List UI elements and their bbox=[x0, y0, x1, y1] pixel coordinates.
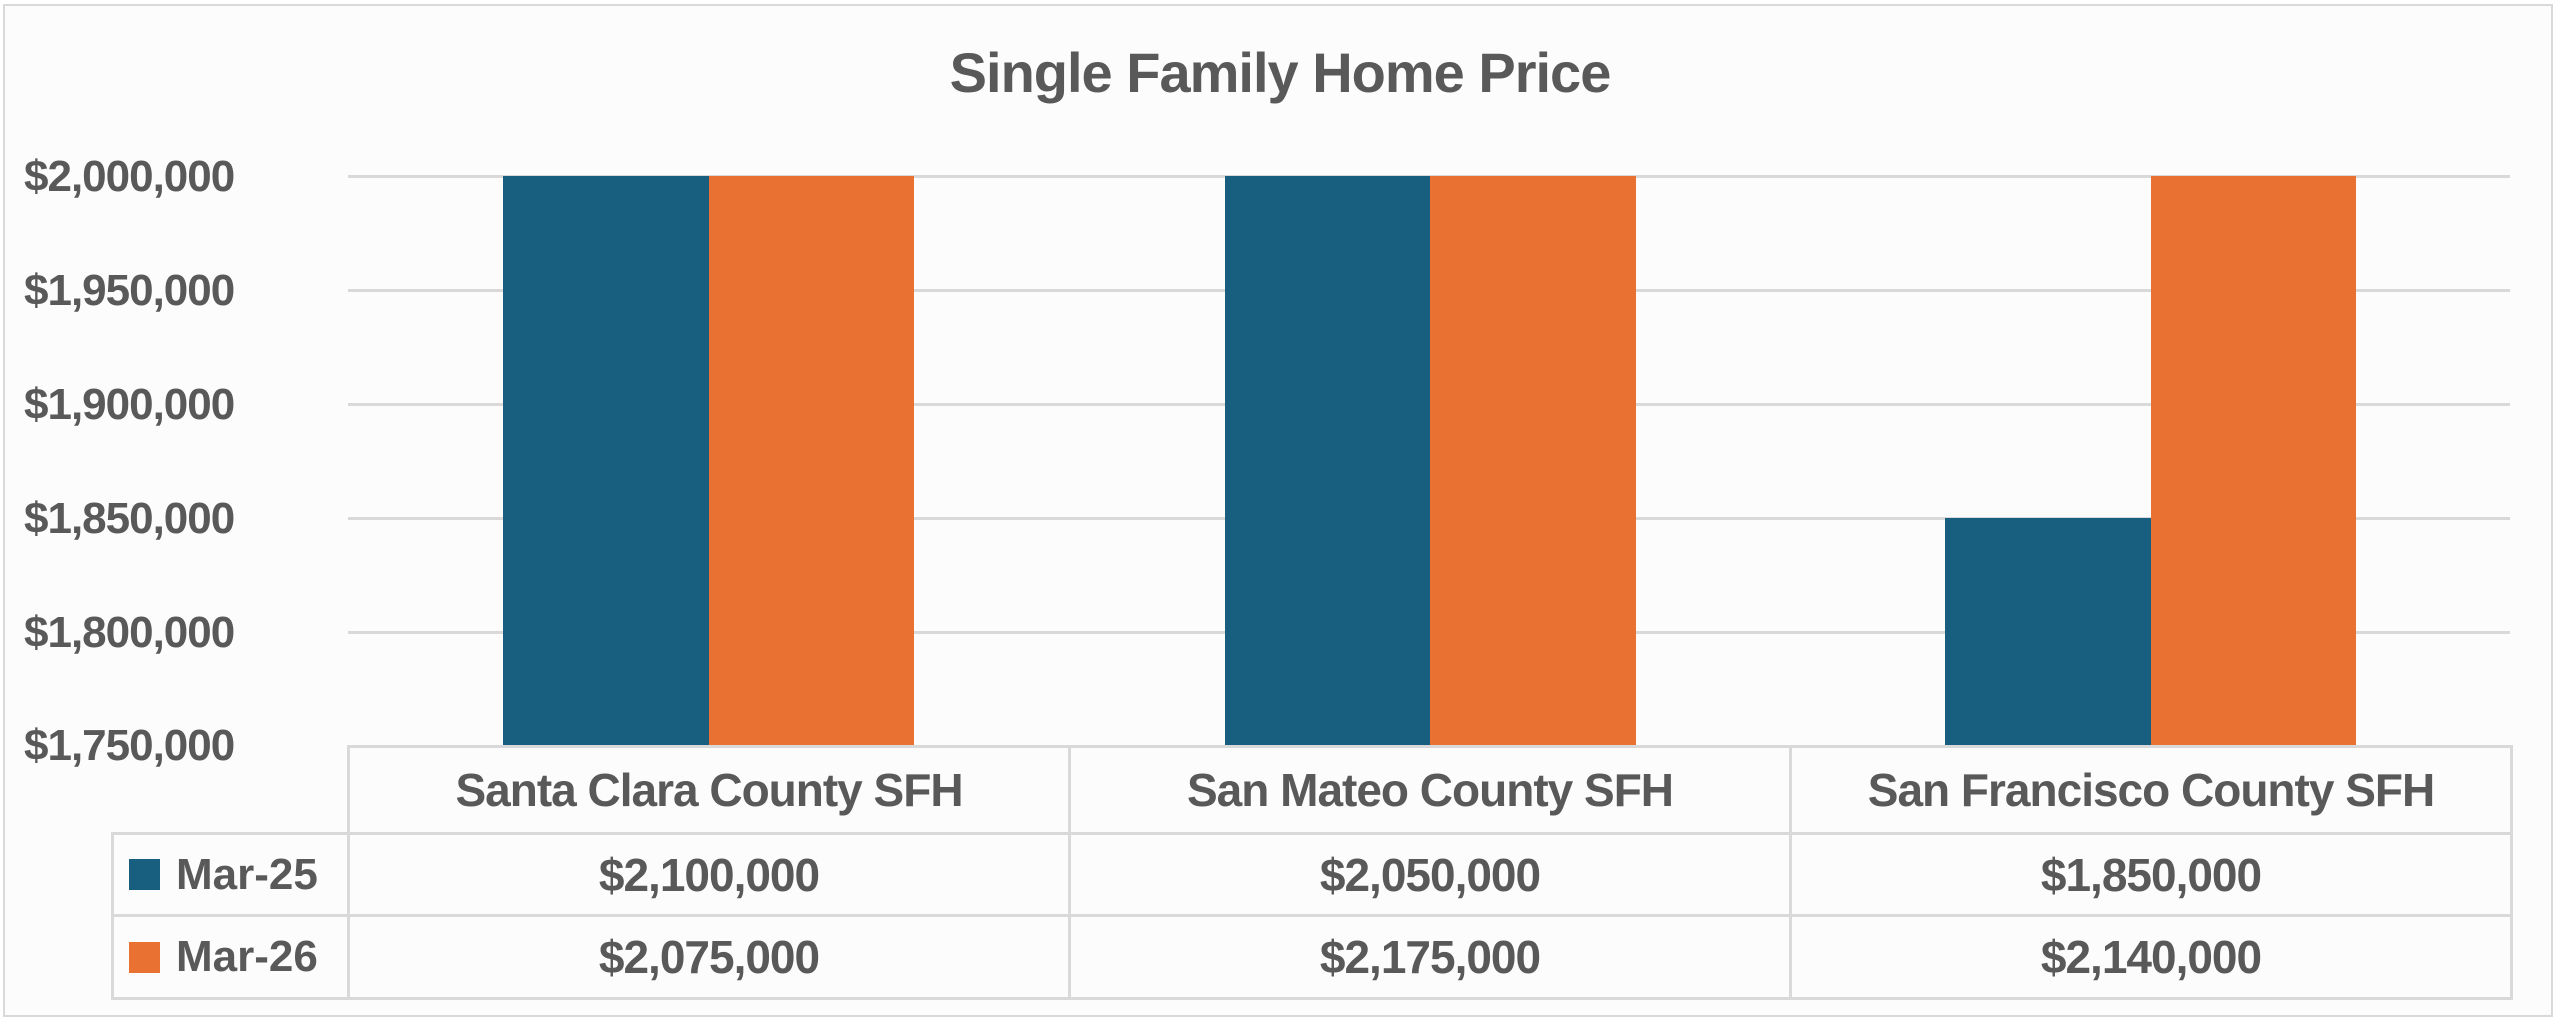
table-border bbox=[111, 832, 2513, 835]
y-tick-label: $1,950,000 bbox=[24, 266, 235, 315]
table-cell: $2,050,000 bbox=[1319, 848, 1541, 901]
table-border bbox=[348, 745, 2513, 748]
legend-swatch-icon bbox=[129, 859, 160, 890]
y-tick-label: $2,000,000 bbox=[24, 152, 235, 201]
bar-san-mateo-mar-26[interactable] bbox=[1430, 176, 1636, 746]
bar-san-francisco-mar-26[interactable] bbox=[2151, 176, 2356, 746]
table-border bbox=[347, 745, 350, 1000]
y-tick-label: $1,900,000 bbox=[24, 380, 235, 429]
table-border bbox=[111, 914, 2513, 917]
chart-title: Single Family Home Price bbox=[949, 41, 1612, 104]
table-border bbox=[1789, 745, 1792, 1000]
table-cell: $2,140,000 bbox=[2040, 931, 2262, 983]
bar-santa-clara-mar-25[interactable] bbox=[503, 176, 709, 746]
category-label: San Francisco County SFH bbox=[1867, 764, 2435, 816]
table-border bbox=[111, 832, 114, 1000]
category-label: Santa Clara County SFH bbox=[455, 764, 963, 816]
legend-label: Mar-26 bbox=[176, 932, 318, 981]
legend-swatch-icon bbox=[129, 941, 160, 973]
category-label: San Mateo County SFH bbox=[1186, 764, 1674, 816]
table-border bbox=[1068, 745, 1071, 1000]
y-tick-label: $1,800,000 bbox=[24, 608, 235, 657]
legend-label: Mar-25 bbox=[176, 849, 318, 899]
table-border bbox=[111, 997, 2513, 1000]
y-tick-label: $1,850,000 bbox=[24, 494, 235, 543]
table-cell: $2,075,000 bbox=[598, 931, 820, 983]
y-tick-label: $1,750,000 bbox=[24, 721, 235, 770]
table-cell: $2,175,000 bbox=[1319, 931, 1541, 983]
bar-santa-clara-mar-26[interactable] bbox=[709, 176, 914, 746]
legend-item-mar-25: Mar-25 bbox=[114, 835, 348, 914]
table-border bbox=[2510, 745, 2513, 1000]
table-cell: $1,850,000 bbox=[2040, 848, 2262, 901]
legend-item-mar-26: Mar-26 bbox=[114, 917, 348, 997]
bar-san-mateo-mar-25[interactable] bbox=[1225, 176, 1430, 746]
bar-san-francisco-mar-25[interactable] bbox=[1945, 518, 2151, 746]
table-cell: $2,100,000 bbox=[598, 848, 820, 901]
